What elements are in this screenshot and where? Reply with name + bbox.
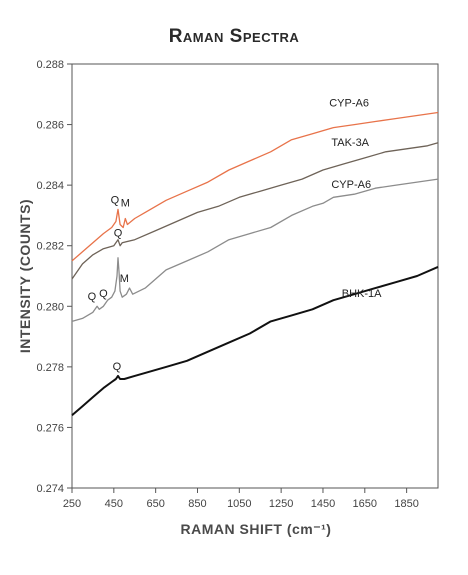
series-line-tak-3a-1 xyxy=(71,142,439,280)
y-tick-label: 0.274 xyxy=(36,483,64,495)
series-line-bhk-1a-3 xyxy=(71,265,439,417)
series-label-2: CYP-A6 xyxy=(331,179,371,191)
series-line-cyp-a6-2 xyxy=(71,178,439,323)
y-tick-label: 0.276 xyxy=(36,422,64,434)
series-layer xyxy=(71,111,439,417)
series-label-0: CYP-A6 xyxy=(329,97,369,109)
x-tick-label: 1650 xyxy=(353,498,377,510)
peak-annotation-q: Q xyxy=(113,361,122,373)
chart-title: Raman Spectra xyxy=(168,26,300,47)
y-tick-label: 0.286 xyxy=(36,120,64,132)
x-tick-label: 1050 xyxy=(227,498,251,510)
peak-annotation-q: Q xyxy=(111,194,120,206)
axes: 250 450 650 850 1050 1250 1450 1650 1850 0.274 0.2… xyxy=(36,59,439,510)
x-tick-label: 1450 xyxy=(311,498,335,510)
x-tick-label: 1250 xyxy=(269,498,293,510)
series-label-3: BHK-1A xyxy=(342,288,382,300)
y-tick-label: 0.282 xyxy=(36,241,64,253)
plot-frame xyxy=(71,63,439,489)
x-axis-label: RAMAN SHIFT (cm⁻¹) xyxy=(181,521,332,537)
y-axis-label: INTENSITY (COUNTS) xyxy=(17,199,33,353)
peak-annotation-q: Q xyxy=(114,228,123,240)
x-tick-label: 850 xyxy=(188,498,206,510)
peak-annotation-m: M xyxy=(120,273,129,285)
x-tick-label: 650 xyxy=(146,498,164,510)
x-tick-label: 450 xyxy=(105,498,123,510)
peak-annotation-q: Q xyxy=(88,291,97,303)
peak-annotation-q: Q xyxy=(99,288,108,300)
y-tick-label: 0.278 xyxy=(36,362,64,374)
y-tick-label: 0.288 xyxy=(36,59,64,71)
y-tick-label: 0.284 xyxy=(36,180,64,192)
series-line-cyp-a6-0 xyxy=(71,111,439,262)
x-tick-label: 1850 xyxy=(394,498,418,510)
y-tick-label: 0.280 xyxy=(36,301,64,313)
peak-annotation-m: M xyxy=(121,197,130,209)
x-tick-label: 250 xyxy=(63,498,81,510)
series-label-1: TAK-3A xyxy=(331,137,369,149)
